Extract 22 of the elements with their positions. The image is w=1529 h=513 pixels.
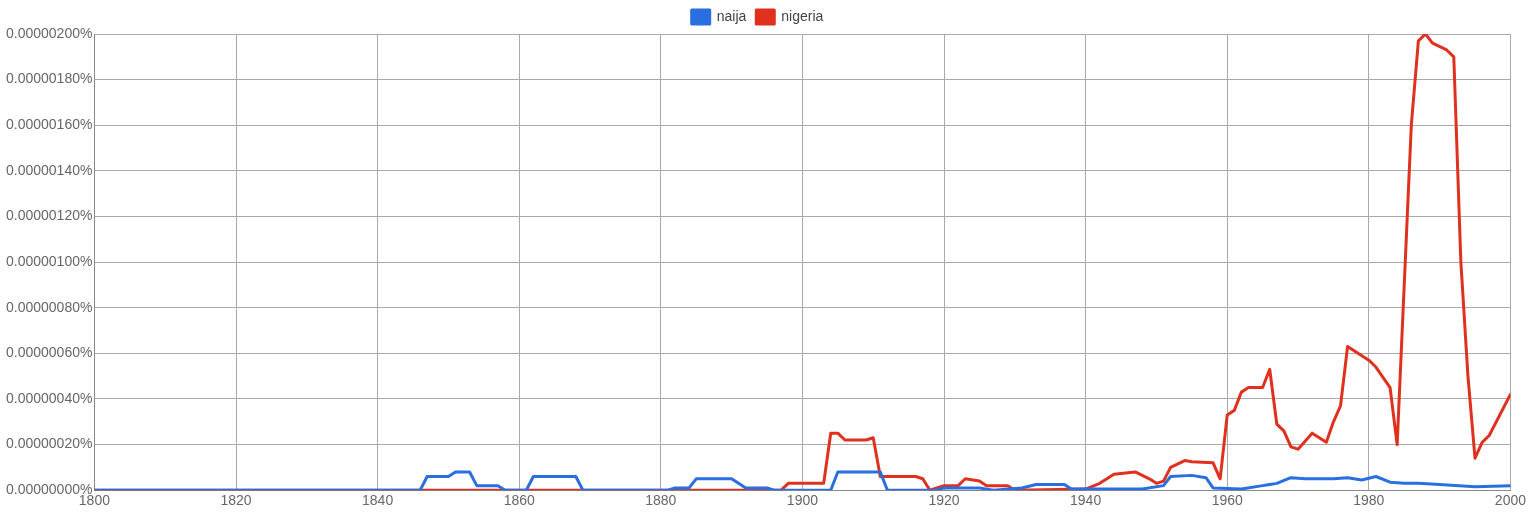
x-tick-label: 1900 bbox=[786, 492, 819, 509]
y-tick-label: 0.00000020% bbox=[5, 435, 93, 452]
y-tick-label: 0.00000160% bbox=[5, 116, 93, 133]
x-tick-label: 1880 bbox=[645, 492, 677, 509]
y-tick-label: 0.00000100% bbox=[5, 252, 93, 269]
x-tick-label: 1920 bbox=[928, 492, 960, 509]
y-tick-label: 0.00000180% bbox=[5, 70, 93, 87]
y-tick-label: 0.00000200% bbox=[5, 24, 93, 41]
y-tick-label: 0.00000060% bbox=[5, 344, 93, 361]
y-tick-label: 0.00000040% bbox=[5, 389, 93, 406]
x-tick-label: 2000 bbox=[1494, 492, 1527, 509]
legend-label: naija bbox=[716, 7, 747, 24]
y-tick-label: 0.00000120% bbox=[5, 207, 93, 224]
x-tick-label: 1960 bbox=[1211, 492, 1244, 509]
x-tick-label: 1840 bbox=[362, 492, 394, 509]
y-tick-label: 0.00000140% bbox=[5, 161, 93, 178]
x-tick-label: 1980 bbox=[1353, 492, 1385, 509]
x-tick-label: 1820 bbox=[220, 492, 252, 509]
y-tick-label: 0.00000080% bbox=[5, 298, 93, 315]
legend-label: nigeria bbox=[781, 7, 824, 24]
x-tick-label: 1860 bbox=[503, 492, 535, 509]
x-tick-label: 1940 bbox=[1070, 492, 1102, 509]
